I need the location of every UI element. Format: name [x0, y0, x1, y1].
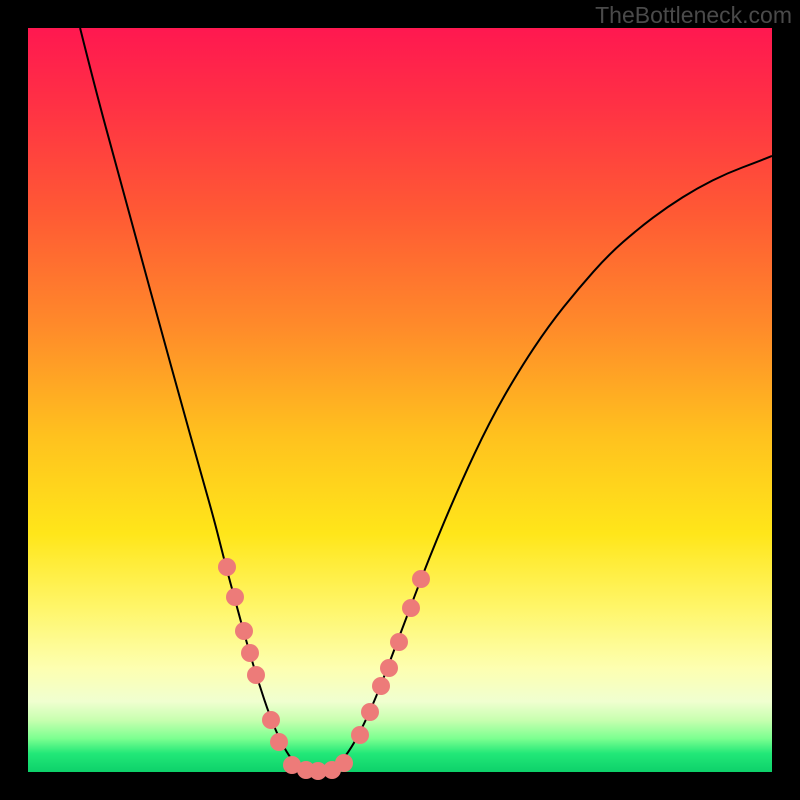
- scatter-dot: [226, 588, 244, 606]
- scatter-dot: [235, 622, 253, 640]
- scatter-dot: [247, 666, 265, 684]
- plot-area: [28, 28, 772, 772]
- scatter-dot: [402, 599, 420, 617]
- scatter-dots-layer: [28, 28, 772, 772]
- scatter-dot: [218, 558, 236, 576]
- scatter-dot: [351, 726, 369, 744]
- scatter-dot: [262, 711, 280, 729]
- scatter-dot: [412, 570, 430, 588]
- scatter-dot: [361, 703, 379, 721]
- watermark-text: TheBottleneck.com: [595, 2, 792, 29]
- scatter-dot: [372, 677, 390, 695]
- scatter-dot: [390, 633, 408, 651]
- scatter-dot: [335, 754, 353, 772]
- scatter-dot: [380, 659, 398, 677]
- scatter-dot: [270, 733, 288, 751]
- scatter-dot: [241, 644, 259, 662]
- chart-stage: TheBottleneck.com: [0, 0, 800, 800]
